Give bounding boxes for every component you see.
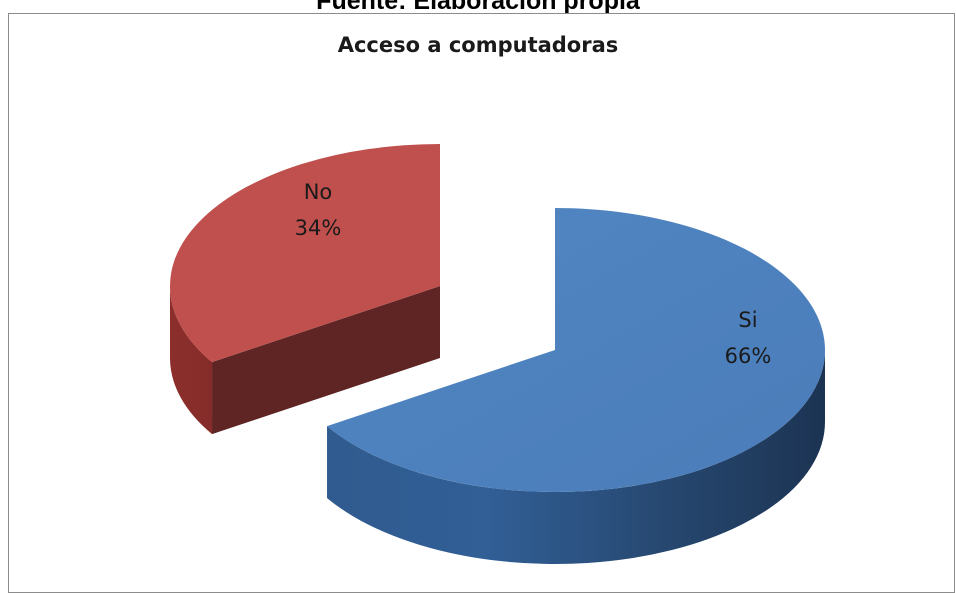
slice-si: Si 66%: [327, 208, 826, 564]
slice-category-label: Si: [738, 308, 757, 332]
slice-percent-label: 34%: [295, 216, 342, 240]
slice-top: [327, 208, 826, 493]
slice-top: [170, 144, 441, 363]
figure-caption: Fuente: Elaboración propia: [316, 0, 640, 15]
chart-title: Acceso a computadoras: [337, 33, 619, 57]
slice-wall: [170, 286, 213, 435]
slice-wall: [327, 350, 825, 564]
slice-side-face: [212, 286, 440, 435]
slice-no: No 34%: [170, 144, 441, 435]
slice-category-label: No: [304, 180, 333, 204]
slice-percent-label: 66%: [725, 344, 772, 368]
